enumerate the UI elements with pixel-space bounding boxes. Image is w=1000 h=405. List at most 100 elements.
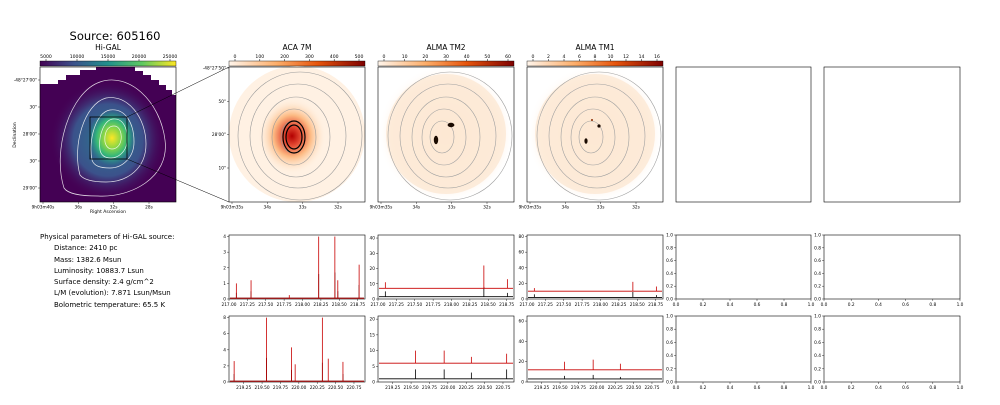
plot-r1c5-x-tick-label: 0.4 [875,302,882,308]
plot-r1c5-frame [823,234,961,300]
aca-y-tick-label: 50" [219,99,226,105]
plot-r2c4-y-tick-label: 0.4 [666,353,673,359]
higal-x-tick-label: 32s [110,205,118,211]
plot-r1c3-x-tick-label: 218.25 [611,302,626,308]
higal-y-tick-label: 28'00" [23,132,37,138]
aca-colorbar [228,60,366,67]
higal-cb-tick-label: 5000 [40,54,52,60]
plot-r2c3-x-tick-label: 220.75 [644,385,659,391]
plot-r2c5-x-tick-label: 1.0 [957,385,964,391]
plot-r2c1-y-tick-label: 4 [223,347,226,353]
higal-title: Hi-GAL [95,43,122,52]
plot-r2c5-frame [823,315,961,383]
plot-r1c2-y-tick-label: 10 [370,281,376,287]
param-distance: Distance: 2410 pc [54,244,118,253]
higal-x-ticks: 9h03m40s 36s 32s 28s [32,202,154,211]
plot-r2c1-y-tick-label: 8 [223,315,226,321]
plot-r2c2-y-tick-label: 5 [372,364,375,370]
aca-beam-outer [282,120,306,154]
higal-y-ticks: -48°27'00" 30" 28'00" 30" 29'00" [14,78,40,192]
aca-x-tick-label: 9h03m35s [221,205,245,211]
higal-y-tick-label: -48°27'00" [14,78,37,84]
source-parameters: Physical parameters of Hi-GAL source: Di… [40,232,174,311]
plot-r1c3: 217.00 217.25 217.50 217.75 218.00 218.25 218.… [519,234,664,308]
plot-r1c5-x-tick-label: 0.6 [902,302,909,308]
tm1-title: ALMA TM1 [575,43,614,52]
tm1-panel: ALMA TM1 0 2 4 6 8 10 12 14 16 9h03m35s 34s 33s 32s [519,43,664,211]
plot-r2c4-y-tick-label: 0.2 [666,366,673,372]
plot-r2c2-x-tick-label: 219.25 [385,385,400,391]
params-header: Physical parameters of Hi-GAL source: [40,233,175,241]
plot-r1c4-x-tick-label: 0.8 [781,302,788,308]
aca-y-tick-label: -48°27'50" [203,66,226,72]
plot-r2c3-x-tick-label: 220.00 [589,385,604,391]
plot-r1c4: 0.0 0.2 0.4 0.6 0.8 1.0 0.0 0.2 0.4 0.6 0.8 1.0 [666,233,815,309]
plot-r2c2-x-tick-label: 220.75 [495,385,510,391]
plot-r2c2-x-tick-label: 220.00 [440,385,455,391]
plot-r2c1-x-tick-label: 220.00 [291,385,306,391]
aca-cb-tick-label: 500 [355,54,364,60]
tm2-cb-tick-label: 20 [422,54,428,60]
empty-map-frame-6 [823,66,961,203]
plot-r2c4-y-tick-label: 0.8 [666,327,673,333]
plot-r1c5-y-tick-label: 1.0 [814,233,821,239]
tm2-title: ALMA TM2 [426,43,465,52]
aca-x-tick-label: 33s [299,205,307,211]
tm2-cb-tick-label: 0 [383,54,386,60]
plot-r1c5: 0.0 0.2 0.4 0.6 0.8 1.0 0.0 0.2 0.4 0.6 0.8 1.0 [814,233,964,309]
plot-r2c4: 0.0 0.2 0.4 0.6 0.8 1.0 0.0 0.2 0.4 0.6 0.8 1.0 [666,314,815,392]
plot-r1c2-y-tick-label: 0 [372,297,375,303]
plot-r2c2-y-tick-label: 0 [372,380,375,386]
tm1-source-a [597,124,601,128]
tm1-x-tick-label: 9h03m35s [519,205,543,211]
tm1-x-ticks: 9h03m35s 34s 33s 32s [519,202,641,211]
tm1-frame [526,66,664,203]
plot-r2c5-y-tick-label: 0.2 [814,366,821,372]
plot-r2c5-y-tick-label: 0.4 [814,353,821,359]
higal-y-tick-label: 30" [30,105,37,111]
plot-r1c4-y-tick-label: 0.2 [666,284,673,290]
plot-r1c5-x-tick-label: 0.8 [929,302,936,308]
tm1-cb-tick-label: 10 [608,54,614,60]
plot-r2c2: 219.25 219.50 219.75 220.00 220.25 220.50 220.… [370,315,515,391]
tm1-source-c [584,138,588,144]
plot-r1c1-x-tick-label: 218.75 [350,302,365,308]
tm2-cb-tick-label: 60 [505,54,511,60]
plot-r2c4-frame [675,315,812,383]
plot-r2c4-x-tick-label: 0.0 [673,385,680,391]
plot-r1c1-y-tick-label: 2 [223,265,226,271]
tm2-x-ticks: 9h03m35s 34s 33s 32s [370,202,492,211]
plot-r1c1-x-tick-label: 218.25 [313,302,328,308]
plot-r2c2-x-tick-label: 219.50 [404,385,419,391]
plot-r2c1-x-tick-label: 220.50 [328,385,343,391]
plot-r2c3-y-tick-label: 0 [521,380,524,386]
plot-r1c2-x-tick-label: 217.50 [407,302,422,308]
plot-r1c4-x-tick-label: 0.4 [727,302,734,308]
tm2-source-b [433,135,439,145]
plot-r1c1-x-tick-label: 217.25 [240,302,255,308]
plot-r2c3-x-tick-label: 220.25 [608,385,623,391]
plot-r2c1-frame [228,315,366,383]
higal-y-tick-label: 30" [30,159,37,165]
plot-r1c5-y-tick-label: 0.8 [814,245,821,251]
param-bolometric-temperature: Bolometric temperature: 65.5 K [54,300,166,309]
plot-r1c5-x-tick-label: 0.2 [848,302,855,308]
plot-r1c1-y-tick-label: 0 [223,297,226,303]
higal-cb-tick-label: 15000 [101,54,116,60]
plot-r2c5-x-tick-label: 0.4 [875,385,882,391]
tm2-pb-fill [386,74,506,194]
tm1-cb-tick-label: 16 [654,54,660,60]
tm1-colorbar [526,60,664,67]
plot-r1c3-x-tick-label: 218.00 [593,302,608,308]
tm2-source-a [447,122,455,128]
tm2-x-tick-label: 33s [448,205,456,211]
plot-r2c4-y-tick-label: 1.0 [666,314,673,320]
plot-r1c5-x-tick-label: 0.0 [821,302,828,308]
higal-y-tick-label: 29'00" [23,186,37,192]
plot-r1c2-frame [377,234,515,300]
aca-y-tick-label: 10" [219,166,226,172]
aca-emission [258,98,326,174]
plot-r1c2-y-tick-label: 40 [370,236,376,242]
aca-cb-tick-label: 400 [330,54,339,60]
higal-cb-tick-label: 25000 [163,54,178,60]
